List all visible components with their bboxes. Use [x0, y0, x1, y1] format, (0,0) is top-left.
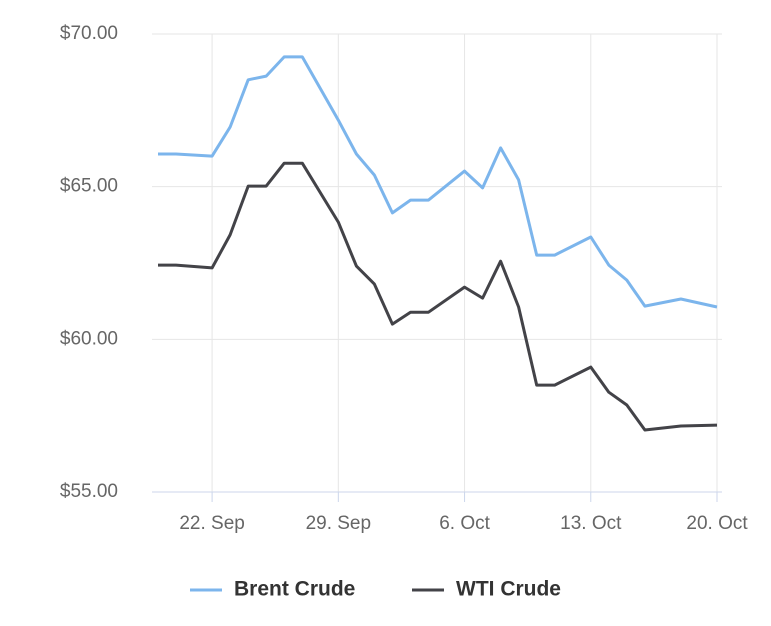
x-tick-label: 13. Oct	[560, 513, 622, 534]
y-tick-label: $70.00	[60, 23, 118, 44]
x-tick-label: 20. Oct	[686, 513, 748, 534]
x-tick-label: 6. Oct	[439, 513, 490, 534]
x-tick-label: 22. Sep	[179, 513, 245, 534]
y-tick-label: $55.00	[60, 481, 118, 502]
x-tick-label: 29. Sep	[306, 513, 372, 534]
y-tick-label: $60.00	[60, 328, 118, 349]
series-line	[158, 55, 718, 309]
legend-label: WTI Crude	[456, 578, 561, 601]
series-line	[158, 161, 718, 432]
y-tick-label: $65.00	[60, 176, 118, 197]
legend-label: Brent Crude	[234, 578, 355, 601]
